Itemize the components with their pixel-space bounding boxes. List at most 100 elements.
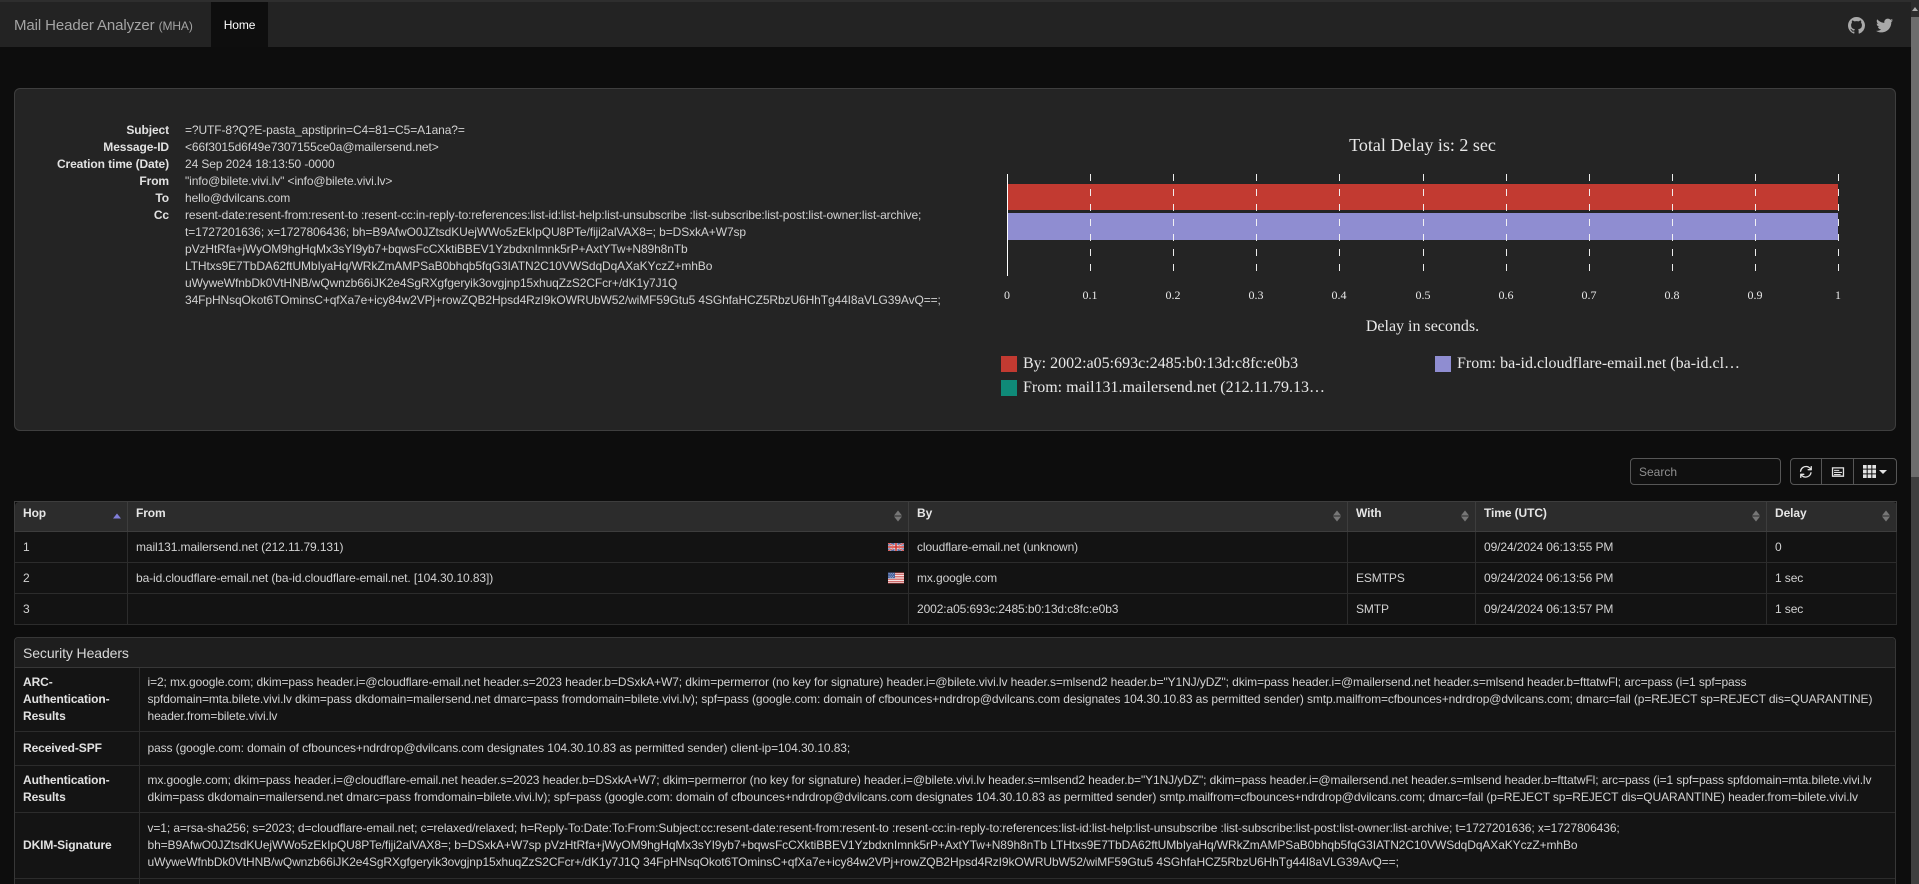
- chart-tick-label: 0.8: [1664, 288, 1680, 302]
- hop-row[interactable]: 1 mail131.mailersend.net (212.11.79.131) c…: [14, 531, 1897, 563]
- grid-icon: [1863, 465, 1876, 478]
- scroll-up-arrow-icon: [1912, 6, 1918, 11]
- field-label: Subject: [126, 123, 169, 137]
- cell-text: 09/24/2024 06:13:55 PM: [1484, 540, 1614, 554]
- security-header-row-clipped: [15, 878, 1895, 884]
- security-headers-table: ARC-Authentication-Results i=2; mx.google…: [15, 668, 1895, 884]
- hop-row[interactable]: 2 ba-id.cloudflare-email.net (ba-id.cloud…: [14, 562, 1897, 594]
- column-label: With: [1356, 506, 1382, 520]
- github-icon: [1848, 17, 1865, 34]
- field-value: hello@dvilcans.com: [185, 191, 291, 205]
- brand: Mail Header Analyzer (MHA): [14, 2, 193, 49]
- flag-gb-icon: [888, 542, 904, 553]
- security-header-value: mx.google.com; dkim=pass header.i=@cloud…: [138, 765, 1895, 813]
- hops-table: Hop From By With Time (UTC) Delay 1 mail131.ma…: [14, 501, 1897, 625]
- chart-tick-label: 0.6: [1498, 288, 1514, 302]
- column-label: Delay: [1775, 506, 1807, 520]
- twitter-link[interactable]: [1876, 17, 1893, 34]
- cell-from: [127, 593, 909, 625]
- cell-with: SMTP: [1347, 593, 1476, 625]
- field-value: resent-date:resent-from:resent-to :resen…: [185, 208, 941, 307]
- cell-hop: 1: [14, 531, 128, 563]
- caret-down-icon: [1879, 469, 1887, 474]
- chart-tick-label: 0.1: [1082, 288, 1098, 302]
- column-header-by[interactable]: By: [908, 501, 1348, 532]
- field-label: Message-ID: [103, 140, 169, 154]
- page-scrollbar[interactable]: [1911, 0, 1919, 884]
- cell-text: SMTP: [1356, 602, 1389, 616]
- cell-with: ESMTPS: [1347, 562, 1476, 594]
- delay-chart: Total Delay is: 2 sec 0 0.1 0.2 0.3 0.4 0.5 0.…: [15, 89, 1895, 430]
- summary-fields: Subject =?UTF-8?Q?E-pasta_apstiprin=C4=81…: [15, 122, 975, 309]
- cell-with: [1347, 531, 1476, 563]
- toggle-view-button[interactable]: [1822, 458, 1854, 485]
- chart-tick-label: 0.2: [1165, 288, 1181, 302]
- cell-text: 09/24/2024 06:13:57 PM: [1484, 602, 1614, 616]
- security-header-name: Received-SPF: [15, 731, 140, 766]
- cell-time: 09/24/2024 06:13:57 PM: [1475, 593, 1767, 625]
- cell-text: ba-id.cloudflare-email.net (ba-id.cloudf…: [136, 571, 494, 585]
- column-label: Hop: [23, 506, 47, 520]
- cell-text: 1 sec: [1775, 571, 1804, 585]
- sort-both-icon: [1752, 510, 1760, 522]
- cell-hop: 2: [14, 562, 128, 594]
- summary-field-row: Creation time (Date) 24 Sep 2024 18:13:50…: [15, 156, 975, 173]
- cell-text: mail131.mailersend.net (212.11.79.131): [136, 540, 344, 554]
- cell-by: mx.google.com: [908, 562, 1348, 594]
- cell-hop: 3: [14, 593, 128, 625]
- scrollbar-up-button[interactable]: [1911, 0, 1919, 17]
- cell-text: ESMTPS: [1356, 571, 1405, 585]
- chart-tick-label: 0: [1004, 288, 1010, 302]
- navbar: Mail Header Analyzer (MHA) Home: [0, 0, 1919, 47]
- search-input[interactable]: [1630, 458, 1781, 485]
- chart-tick-label: 0.7: [1581, 288, 1597, 302]
- summary-field-row: Message-ID <66f3015d6f49e7307155ce0a@mail…: [15, 139, 975, 156]
- chart-gridline: [1755, 174, 1756, 276]
- legend-item: From: mail131.mailersend.net (212.11.79.…: [1001, 379, 1325, 397]
- cell-text: mx.google.com: [917, 571, 998, 585]
- security-header-row: ARC-Authentication-Results i=2; mx.google…: [15, 668, 1895, 732]
- security-header-row: Authentication-Results mx.google.com; dki…: [15, 765, 1895, 813]
- field-label: Cc: [153, 208, 169, 222]
- cell-text: 09/24/2024 06:13:56 PM: [1484, 571, 1614, 585]
- columns-button[interactable]: [1854, 458, 1897, 485]
- tab-home[interactable]: Home: [211, 2, 268, 47]
- security-header-name: [15, 878, 140, 884]
- github-link[interactable]: [1848, 17, 1865, 34]
- chart-gridline: [1256, 174, 1257, 276]
- cell-by: 2002:a05:693c:2485:b0:13d:c8fc:e0b3: [908, 593, 1348, 625]
- chart-title: Total Delay is: 2 sec: [1349, 135, 1496, 155]
- legend-label: From: ba-id.cloudflare-email.net (ba-id.…: [1457, 355, 1741, 372]
- field-value: 24 Sep 2024 18:13:50 -0000: [185, 157, 335, 171]
- column-header-with[interactable]: With: [1347, 501, 1476, 532]
- cell-text: 3: [23, 602, 30, 616]
- security-header-name: ARC-Authentication-Results: [15, 668, 140, 732]
- cell-delay: 0: [1766, 531, 1897, 563]
- column-header-from[interactable]: From: [127, 501, 909, 532]
- field-value: "info@bilete.vivi.lv" <info@bilete.vivi.…: [185, 174, 393, 188]
- security-headers-panel: Security Headers ARC-Authentication-Resu…: [14, 637, 1896, 884]
- cell-from: ba-id.cloudflare-email.net (ba-id.cloudf…: [127, 562, 909, 594]
- column-label: By: [917, 506, 933, 520]
- security-header-row: DKIM-Signature v=1; a=rsa-sha256; s=2023;…: [15, 812, 1895, 879]
- chart-gridline: [1589, 174, 1590, 276]
- cell-text: cloudflare-email.net (unknown): [917, 540, 1079, 554]
- column-header-delay[interactable]: Delay: [1766, 501, 1897, 532]
- cell-from: mail131.mailersend.net (212.11.79.131): [127, 531, 909, 563]
- hop-row[interactable]: 3 2002:a05:693c:2485:b0:13d:c8fc:e0b3 SMTP…: [14, 593, 1897, 625]
- column-header-hop[interactable]: Hop: [14, 501, 128, 532]
- chart-x-axis-label: Delay in seconds.: [1365, 318, 1480, 335]
- scrollbar-thumb[interactable]: [1911, 17, 1919, 477]
- chart-tick-label: 0.4: [1331, 288, 1347, 302]
- hops-table-body: 1 mail131.mailersend.net (212.11.79.131) c…: [14, 531, 1897, 625]
- flag-us-icon: [888, 572, 904, 584]
- security-headers-title: Security Headers: [15, 638, 1895, 668]
- security-header-name: DKIM-Signature: [15, 812, 140, 879]
- column-header-time-utc[interactable]: Time (UTC): [1475, 501, 1767, 532]
- legend-swatch: [1001, 356, 1017, 372]
- security-header-value: [138, 878, 1895, 884]
- cell-text: 2: [23, 571, 30, 585]
- legend-label: From: mail131.mailersend.net (212.11.79.…: [1023, 379, 1326, 396]
- refresh-button[interactable]: [1790, 458, 1822, 485]
